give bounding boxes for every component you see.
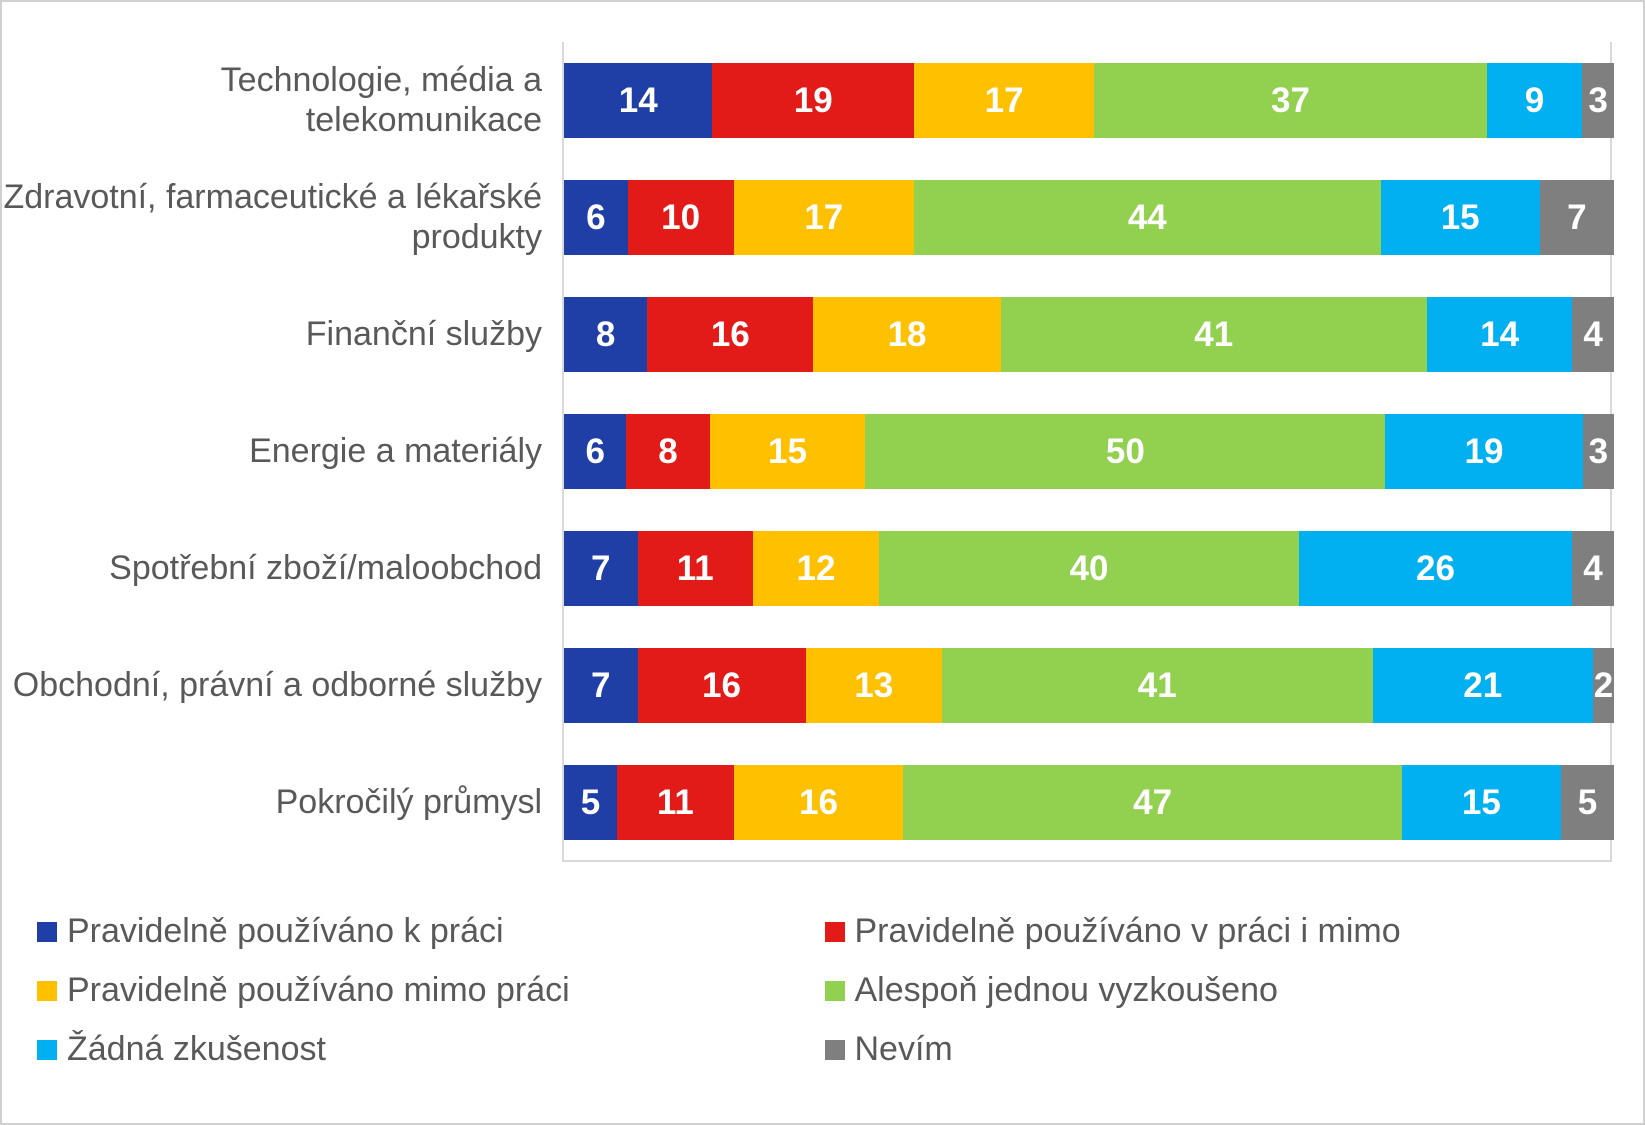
bar-segment: 3	[1583, 414, 1614, 489]
stacked-bar-chart: Technologie, média a telekomunikace Zdrav…	[0, 0, 1645, 1125]
bar-segment: 44	[914, 180, 1381, 255]
bar-segment: 26	[1299, 531, 1572, 606]
bar-segment: 2	[1593, 648, 1614, 723]
bar-segment: 6	[564, 180, 628, 255]
bar-segment: 6	[564, 414, 626, 489]
legend-label: Žádná zkušenost	[67, 1030, 326, 1069]
bar-segment: 50	[865, 414, 1385, 489]
bar-segment: 16	[734, 765, 904, 840]
legend-swatch	[37, 1040, 57, 1060]
bar-segment: 5	[564, 765, 617, 840]
bar-segment: 19	[712, 63, 914, 138]
bar-segment: 17	[914, 63, 1094, 138]
bar-row: 6101744157	[564, 180, 1614, 255]
bar-segment: 10	[628, 180, 734, 255]
bar-segment: 11	[638, 531, 754, 606]
bar-segment: 7	[1540, 180, 1614, 255]
legend-label: Pravidelně používáno v práci i mimo	[855, 912, 1401, 951]
bar-row: 7161341212	[564, 648, 1614, 723]
bar-segment: 7	[564, 648, 638, 723]
bar-segment: 18	[813, 297, 1000, 372]
bar-segment: 17	[734, 180, 914, 255]
bar-segment: 15	[1381, 180, 1540, 255]
bar-segment: 4	[1572, 531, 1614, 606]
bar-segment: 40	[879, 531, 1299, 606]
bar-segment: 37	[1094, 63, 1486, 138]
legend-swatch	[37, 922, 57, 942]
bar-segment: 15	[1402, 765, 1561, 840]
category-label: Finanční služby	[2, 315, 552, 354]
bar-row: 681550193	[564, 414, 1614, 489]
category-labels-column: Technologie, média a telekomunikace Zdrav…	[2, 42, 552, 862]
legend-swatch	[825, 1040, 845, 1060]
bar-segment: 13	[806, 648, 943, 723]
legend-label: Pravidelně používáno k práci	[67, 912, 504, 951]
legend-swatch	[37, 981, 57, 1001]
legend-swatch	[825, 922, 845, 942]
category-label: Obchodní, právní a odborné služby	[2, 666, 552, 705]
bar-segment: 47	[903, 765, 1401, 840]
category-label: Pokročilý průmysl	[2, 783, 552, 822]
legend-label: Alespoň jednou vyzkoušeno	[855, 971, 1278, 1010]
legend-label: Nevím	[855, 1030, 953, 1069]
plot-area: 1419173793610174415781618411446815501937…	[562, 42, 1612, 862]
bar-segment: 8	[564, 297, 647, 372]
bar-segment: 41	[942, 648, 1373, 723]
bar-segment: 41	[1001, 297, 1427, 372]
bar-segment: 11	[617, 765, 734, 840]
legend-item: Žádná zkušenost	[37, 1020, 825, 1079]
bar-segment: 14	[564, 63, 712, 138]
category-label: Energie a materiály	[2, 432, 552, 471]
legend-item: Alespoň jednou vyzkoušeno	[825, 961, 1613, 1020]
bar-segment: 8	[626, 414, 709, 489]
legend-item: Pravidelně používáno v práci i mimo	[825, 902, 1613, 961]
bar-segment: 21	[1373, 648, 1594, 723]
bar-segment: 5	[1561, 765, 1614, 840]
category-label: Zdravotní, farmaceutické a lékařské prod…	[2, 178, 552, 256]
legend-label: Pravidelně používáno mimo práci	[67, 971, 570, 1010]
bar-segment: 16	[647, 297, 813, 372]
bar-segment: 3	[1582, 63, 1614, 138]
bar-segment: 12	[753, 531, 879, 606]
category-label: Technologie, média a telekomunikace	[2, 61, 552, 139]
bar-segment: 16	[638, 648, 806, 723]
bar-segment: 7	[564, 531, 638, 606]
legend-item: Nevím	[825, 1020, 1613, 1079]
bar-segment: 9	[1487, 63, 1582, 138]
bar-segment: 15	[710, 414, 866, 489]
legend-swatch	[825, 981, 845, 1001]
bar-row: 8161841144	[564, 297, 1614, 372]
bar-row: 7111240264	[564, 531, 1614, 606]
category-label: Spotřební zboží/maloobchod	[2, 549, 552, 588]
legend-item: Pravidelně používáno k práci	[37, 902, 825, 961]
bar-segment: 19	[1385, 414, 1583, 489]
bar-segment: 14	[1427, 297, 1573, 372]
bar-row: 1419173793	[564, 63, 1614, 138]
bar-row: 5111647155	[564, 765, 1614, 840]
legend-item: Pravidelně používáno mimo práci	[37, 961, 825, 1020]
legend: Pravidelně používáno k práci Pravidelně p…	[37, 902, 1612, 1079]
bar-segment: 4	[1572, 297, 1614, 372]
